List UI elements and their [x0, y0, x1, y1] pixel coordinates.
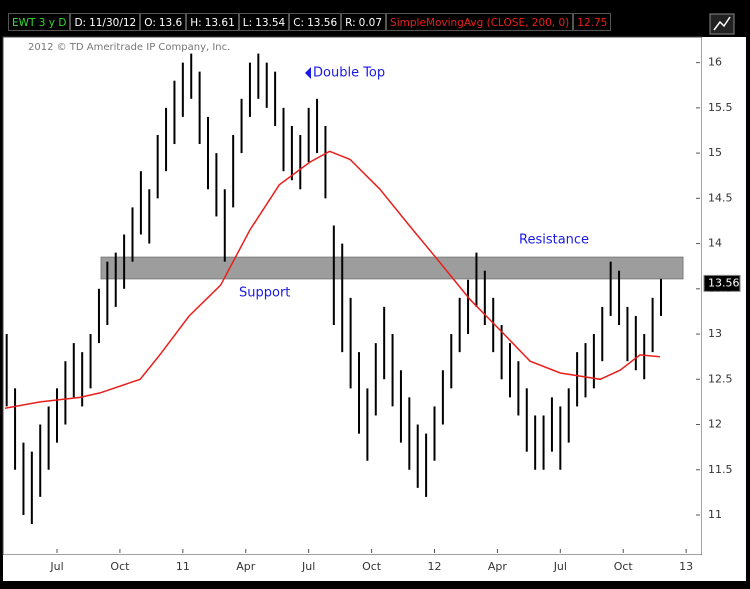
last-price-box	[703, 274, 741, 292]
moving-average	[4, 150, 660, 409]
x-tick-label: Jul	[553, 560, 567, 573]
indicator-value: 12.75	[573, 13, 612, 31]
quote-label: H:	[190, 17, 202, 29]
x-tick-label: 13	[679, 560, 693, 573]
y-tick-label: 15.5	[708, 101, 733, 114]
x-tick-label: Jul	[301, 560, 315, 573]
quote-label: C:	[293, 17, 305, 29]
indicator-name: SimpleMovingAvg (CLOSE, 200, 0)	[386, 13, 574, 31]
x-tick-label: Oct	[614, 560, 634, 573]
x-tick-label: Oct	[362, 560, 382, 573]
y-tick-label: 15	[708, 146, 722, 159]
chart-button-icon	[713, 16, 731, 31]
y-tick-label: 11.5	[708, 463, 733, 476]
x-tick-label: Apr	[488, 560, 508, 573]
x-tick-label: 11	[176, 560, 190, 573]
y-tick-label: 11	[708, 508, 722, 521]
quote-value: 13.54	[255, 17, 286, 29]
x-tick-label: Oct	[110, 560, 130, 573]
y-tick-label: 12.5	[708, 372, 733, 385]
x-tick-label: Jul	[49, 560, 63, 573]
x-tick-label: Apr	[236, 560, 256, 573]
annotation: Resistance	[519, 233, 589, 248]
quote-field: L: 13.54	[238, 13, 290, 31]
quote-field: C: 13.56	[289, 13, 342, 31]
quote-field: H: 13.61	[186, 13, 239, 31]
last-price-label: 13.56	[708, 276, 740, 289]
x-tick-label: 12	[427, 560, 441, 573]
y-tick-label: 14.5	[708, 191, 733, 204]
quote-field: R: 0.07	[341, 13, 387, 31]
quote-value: 11/30/12	[89, 17, 137, 29]
arrow	[305, 67, 311, 79]
annotation: Support	[239, 286, 290, 301]
quote-field: D: 11/30/12	[70, 13, 141, 31]
y-tick-label: 13	[708, 327, 722, 340]
x-axis-area	[3, 555, 746, 581]
header: EWT 3 y D D: 11/30/12 O: 13.6 H: 13.61 L: 13.54…	[8, 13, 612, 31]
resistance-band	[100, 256, 684, 280]
quote-label: L:	[242, 17, 253, 29]
quote-value: 13.56	[307, 17, 338, 29]
y-tick-label: 12	[708, 418, 722, 431]
quote-value: 0.07	[358, 17, 383, 29]
symbol: EWT 3 y D	[8, 13, 71, 31]
quote-label: R:	[345, 17, 356, 29]
y-tick-label: 16	[708, 56, 722, 69]
quote-value: 13.6	[158, 17, 183, 29]
annotation: Double Top	[313, 66, 385, 81]
plot-area	[2, 36, 703, 556]
quote-field: O: 13.6	[140, 13, 187, 31]
y-tick-label: 14	[708, 237, 722, 250]
quote-label: D:	[74, 17, 87, 29]
quote-value: 13.61	[204, 17, 235, 29]
quote-label: O:	[144, 17, 156, 29]
copyright: 2012 © TD Ameritrade IP Company, Inc.	[28, 42, 230, 53]
y-axis-area	[702, 37, 746, 555]
